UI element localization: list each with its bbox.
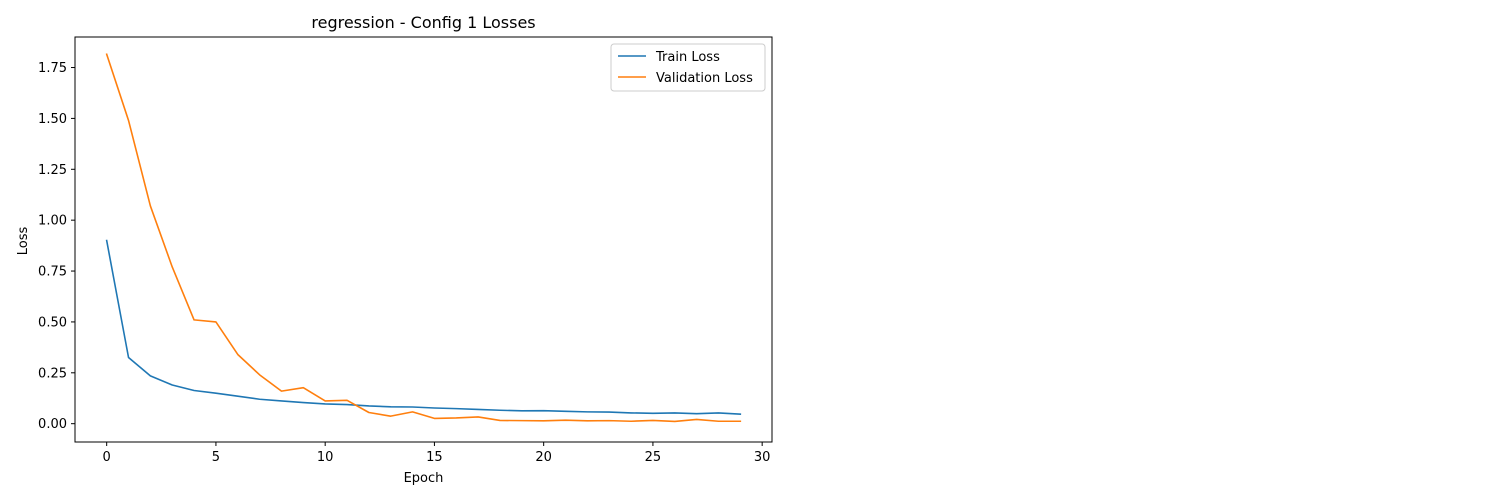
legend-box	[610, 43, 766, 92]
x-tick-label: 0	[103, 450, 111, 465]
x-tick-label: 5	[212, 450, 220, 465]
y-tick-label: 0.75	[38, 265, 67, 280]
y-tick-label: 1.50	[38, 112, 67, 127]
y-tick-label: 1.75	[38, 61, 67, 76]
y-tick-label: 1.25	[38, 163, 67, 178]
y-tick-label: 0.00	[38, 417, 67, 432]
x-tick-label: 15	[426, 450, 443, 465]
series-line-train-loss	[105, 239, 742, 415]
x-tick-label: 10	[317, 450, 334, 465]
x-tick-label: 20	[535, 450, 552, 465]
plot-area: 0 5 10 15 20 25 30 0.00 0.25 0.50 0.75 1.00 1.25 1.50…	[38, 36, 773, 465]
x-axis-label: Epoch	[404, 471, 444, 486]
y-tick-label: 0.50	[38, 315, 67, 330]
x-tick-label: 30	[754, 450, 771, 465]
y-tick-label: 1.00	[38, 214, 67, 229]
x-tick-label: 25	[645, 450, 662, 465]
chart-title: regression - Config 1 Losses	[311, 13, 535, 32]
y-tick-label: 0.25	[38, 366, 67, 381]
legend-label-validation-loss: Validation Loss	[656, 71, 753, 86]
legend: Train Loss Validation Loss	[610, 43, 766, 92]
y-axis-label: Loss	[16, 227, 31, 256]
legend-label-train-loss: Train Loss	[655, 50, 720, 65]
series-line-validation-loss	[105, 53, 742, 423]
axes-frame	[74, 36, 773, 443]
